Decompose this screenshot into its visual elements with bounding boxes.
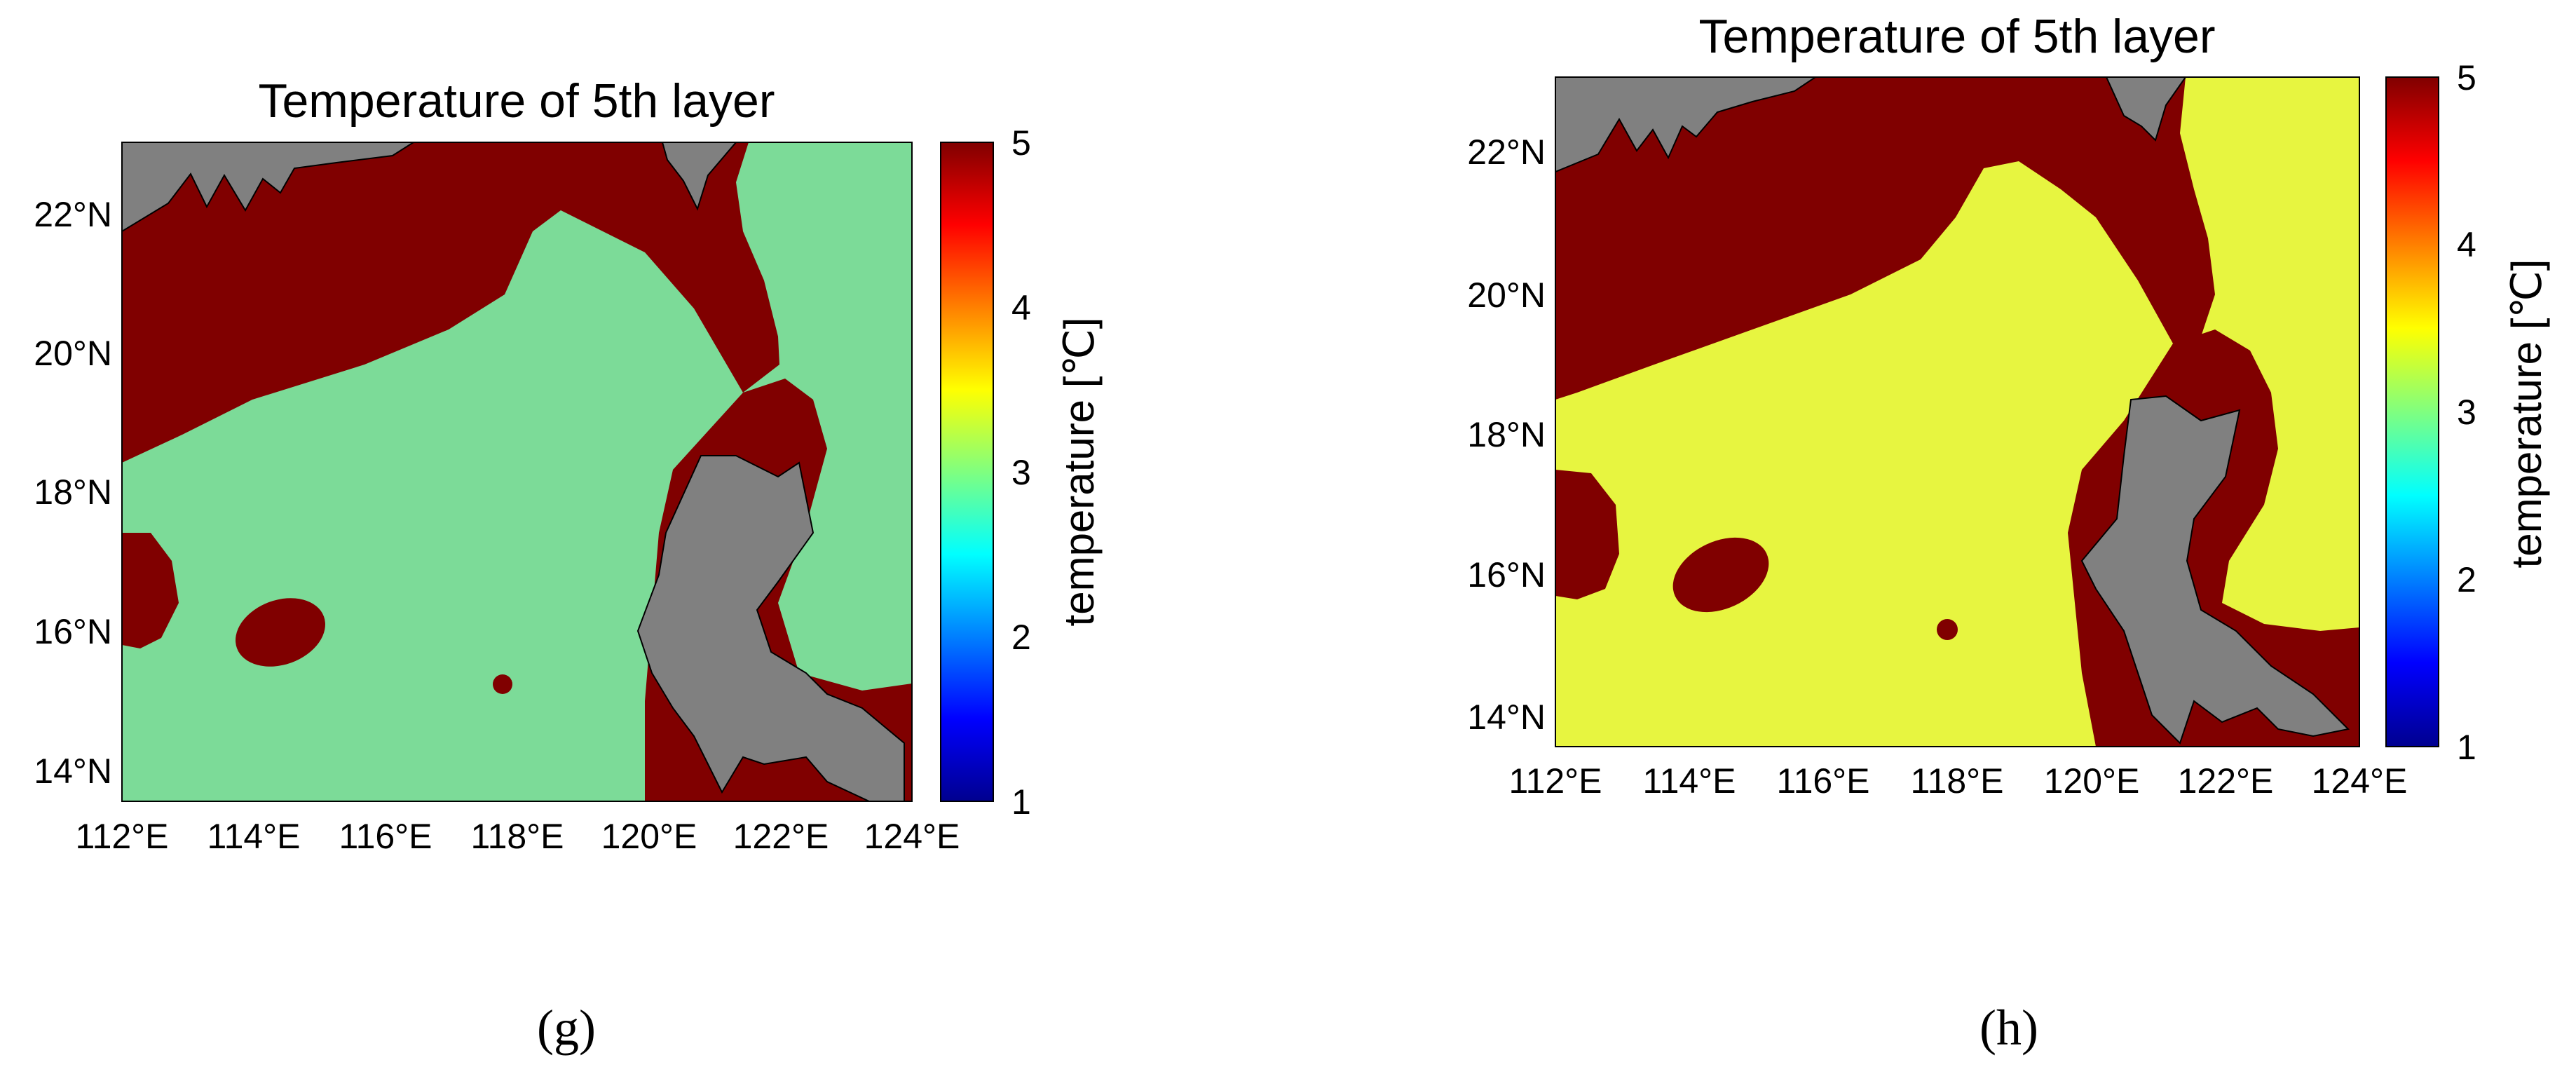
x-tick-g-4: 120°E <box>601 817 697 856</box>
x-tick-h-6: 124°E <box>2312 761 2408 801</box>
cbar-tick-g-0: 1 <box>1011 782 1031 822</box>
x-tick-labels-g: 112°E 114°E 116°E 118°E 120°E 122°E 124°… <box>75 817 960 856</box>
y-tick-h-0: 14°N <box>1467 698 1546 737</box>
x-tick-g-2: 116°E <box>339 817 432 856</box>
panel-g: Temperature of 5th layer 112°E 114°E 116… <box>34 74 1103 1056</box>
x-tick-g-0: 112°E <box>75 817 168 856</box>
map-h <box>1555 76 2360 747</box>
y-tick-g-4: 22°N <box>34 195 112 234</box>
warm-dot-h <box>1937 619 1958 640</box>
colorbar-h: 1 2 3 4 5 temperature [℃] <box>2385 58 2550 767</box>
x-tick-g-6: 124°E <box>864 817 960 856</box>
x-tick-g-1: 114°E <box>207 817 300 856</box>
panel-label-g: (g) <box>537 1000 596 1056</box>
map-frame-h <box>1555 76 2360 747</box>
y-tick-g-3: 20°N <box>34 334 112 373</box>
x-tick-h-5: 122°E <box>2178 761 2274 801</box>
warm-dot-g <box>493 674 512 694</box>
y-tick-h-3: 20°N <box>1467 276 1546 315</box>
x-tick-labels-h: 112°E 114°E 116°E 118°E 120°E 122°E 124°… <box>1508 761 2407 801</box>
y-tick-g-1: 16°N <box>34 612 112 651</box>
x-tick-h-0: 112°E <box>1508 761 1602 801</box>
coastal-warm-west-g <box>122 533 179 648</box>
colorbar-gradient-g <box>940 142 994 802</box>
cbar-tick-g-1: 2 <box>1011 618 1031 657</box>
coastal-warm-west-h <box>1555 470 1619 599</box>
warm-patch-g <box>236 598 325 667</box>
panel-label-h: (h) <box>1979 1000 2038 1056</box>
x-tick-h-4: 120°E <box>2044 761 2140 801</box>
coastal-warm-north-g <box>122 142 779 463</box>
cbar-tick-g-3: 4 <box>1011 288 1031 327</box>
y-tick-labels-h: 14°N 16°N 18°N 20°N 22°N <box>1467 132 1546 737</box>
land-china-g <box>121 142 416 233</box>
y-tick-labels-g: 14°N 16°N 18°N 20°N 22°N <box>34 195 112 791</box>
cbar-tick-g-4: 5 <box>1011 123 1031 163</box>
y-tick-h-1: 16°N <box>1467 555 1546 594</box>
y-tick-g-2: 18°N <box>34 473 112 512</box>
title-g: Temperature of 5th layer <box>258 74 775 128</box>
colorbar-g: 1 2 3 4 5 temperature [℃] <box>940 123 1103 822</box>
land-china-h <box>1555 76 1818 173</box>
x-tick-h-3: 118°E <box>1910 761 2003 801</box>
cbar-tick-h-2: 3 <box>2457 393 2476 432</box>
x-tick-h-1: 114°E <box>1642 761 1736 801</box>
colorbar-gradient-h <box>2385 76 2439 747</box>
y-tick-h-4: 22°N <box>1467 132 1546 172</box>
x-tick-g-5: 122°E <box>733 817 829 856</box>
coastal-warm-north-h <box>1555 77 2215 400</box>
x-tick-g-3: 118°E <box>470 817 564 856</box>
y-tick-g-0: 14°N <box>34 752 112 791</box>
warm-patch-h <box>1672 537 1769 613</box>
colorbar-label-g: temperature [℃] <box>1056 318 1103 627</box>
title-h: Temperature of 5th layer <box>1698 10 2215 63</box>
x-tick-h-2: 116°E <box>1776 761 1869 801</box>
cbar-tick-h-4: 5 <box>2457 58 2476 97</box>
colorbar-label-h: temperature [℃] <box>2503 259 2550 569</box>
y-tick-h-2: 18°N <box>1467 415 1546 454</box>
cbar-tick-h-1: 2 <box>2457 560 2476 599</box>
cbar-tick-h-0: 1 <box>2457 728 2476 767</box>
cbar-tick-g-2: 3 <box>1011 453 1031 492</box>
cbar-tick-h-3: 4 <box>2457 225 2476 264</box>
panel-h: Temperature of 5th layer 112°E 114°E 116… <box>1467 10 2550 1056</box>
land-luzon-h <box>2080 395 2350 745</box>
map-g <box>121 142 913 802</box>
map-frame-g <box>121 142 913 802</box>
